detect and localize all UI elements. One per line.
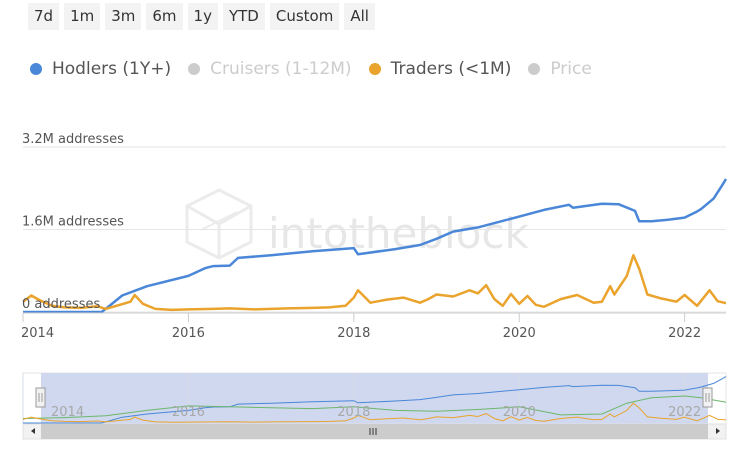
- navigator-label: 2014: [51, 405, 84, 420]
- legend-label-hodlers: Hodlers (1Y+): [52, 59, 172, 79]
- legend-label-traders: Traders (<1M): [390, 59, 512, 79]
- navigator-handle-left[interactable]: [35, 387, 46, 408]
- scroll-right-arrow-icon[interactable]: [716, 428, 720, 434]
- range-7d-button[interactable]: 7d: [28, 3, 60, 30]
- navigator-series-cruisers: [22, 395, 727, 419]
- range-selector: 7d 1m 3m 6m 1y YTD Custom All: [28, 3, 375, 30]
- legend-item-price[interactable]: Price: [528, 59, 592, 79]
- legend-label-cruisers: Cruisers (1-12M): [210, 59, 352, 79]
- range-custom-button[interactable]: Custom: [269, 3, 340, 30]
- x-tick-label: 2022: [668, 326, 701, 341]
- series-line-hodlers[interactable]: [23, 178, 728, 314]
- y-tick-label: 3.2M addresses: [22, 132, 124, 147]
- y-tick-label: 1.6M addresses: [22, 215, 124, 230]
- legend-item-hodlers[interactable]: Hodlers (1Y+): [30, 59, 171, 79]
- x-tick-label: 2018: [337, 326, 370, 341]
- legend-item-cruisers[interactable]: Cruisers (1-12M): [188, 59, 352, 79]
- range-1m-button[interactable]: 1m: [64, 3, 101, 30]
- navigator-label: 2022: [668, 405, 701, 420]
- legend-item-traders[interactable]: Traders (<1M): [368, 59, 512, 79]
- x-tick-label: 2016: [172, 326, 205, 341]
- range-all-button[interactable]: All: [344, 3, 375, 30]
- navigator-selected-range[interactable]: [41, 373, 708, 425]
- navigator-series-traders: [22, 402, 727, 423]
- range-6m-button[interactable]: 6m: [146, 3, 183, 30]
- legend-dot-hodlers: [30, 63, 42, 75]
- navigator-label: 2016: [172, 405, 205, 420]
- grip-icon: [369, 428, 377, 435]
- x-tick-label: 2020: [503, 326, 536, 341]
- legend-dot-price: [528, 63, 541, 75]
- x-tick-label: 2014: [21, 326, 54, 341]
- series-line-traders[interactable]: [22, 254, 727, 312]
- navigator-label: 2018: [337, 405, 370, 420]
- scrollbar-thumb[interactable]: [41, 424, 708, 439]
- chart-legend: Hodlers (1Y+) Cruisers (1-12M) Traders (…: [30, 59, 609, 79]
- main-chart: intotheblock 2014 2016 2018 2020 2022 0 addr…: [21, 132, 728, 341]
- navigator-series-hodlers: [23, 376, 727, 424]
- legend-dot-cruisers: [188, 63, 201, 75]
- navigator-label: 2020: [503, 405, 536, 420]
- navigator[interactable]: 2014 2016 2018 2020 2022: [0, 355, 747, 455]
- legend-label-price: Price: [550, 59, 592, 79]
- watermark-text: intotheblock: [268, 209, 529, 258]
- range-1y-button[interactable]: 1y: [187, 3, 218, 30]
- scroll-left-arrow-icon[interactable]: [31, 428, 35, 434]
- range-ytd-button[interactable]: YTD: [222, 3, 265, 30]
- y-tick-label: 0 addresses: [22, 297, 100, 312]
- watermark-logo: [185, 188, 253, 260]
- navigator-handle-right[interactable]: [702, 387, 713, 408]
- range-3m-button[interactable]: 3m: [105, 3, 142, 30]
- legend-dot-traders: [368, 63, 381, 75]
